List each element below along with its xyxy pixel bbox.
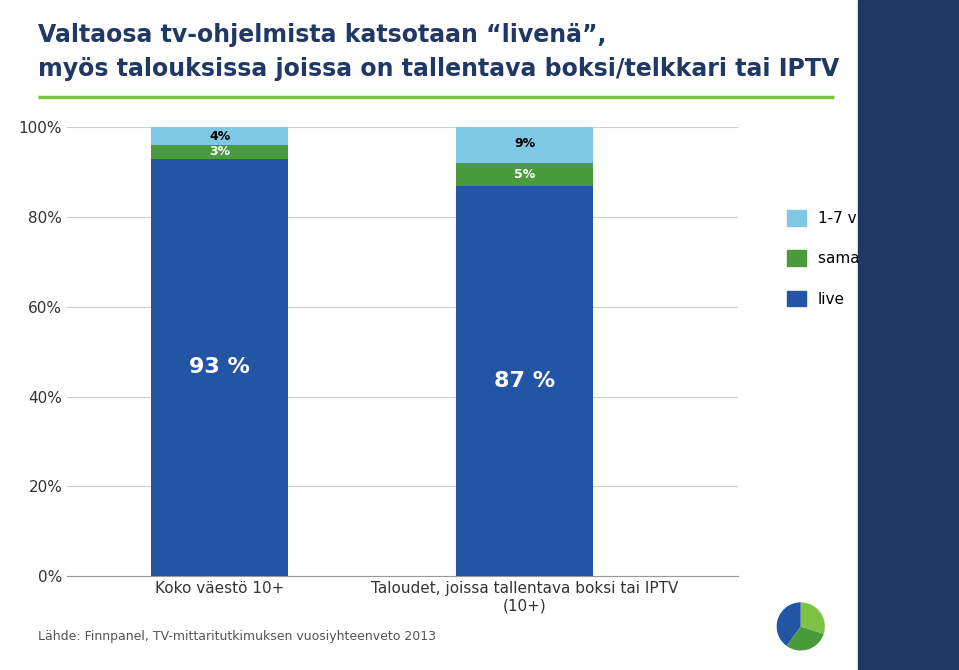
Bar [456, 123, 594, 163]
Text: Lähde: Finnpanel, TV-mittaritutkimuksen vuosiyhteenveto 2013: Lähde: Finnpanel, TV-mittaritutkimuksen … [38, 630, 436, 643]
Wedge shape [777, 602, 801, 646]
Text: 87 %: 87 % [494, 371, 555, 391]
Text: 9%: 9% [514, 137, 535, 149]
Text: 4%: 4% [209, 130, 230, 143]
Text: myös talouksissa joissa on tallentava boksi/telkkari tai IPTV: myös talouksissa joissa on tallentava bo… [38, 57, 840, 81]
Bar [456, 186, 594, 576]
Wedge shape [786, 626, 824, 651]
Bar [456, 163, 594, 186]
Text: Valtaosa tv-ohjelmista katsotaan “livenä”,: Valtaosa tv-ohjelmista katsotaan “livenä… [38, 23, 607, 48]
Bar [152, 127, 289, 145]
Text: 3%: 3% [209, 145, 230, 159]
Bar [152, 159, 289, 576]
Wedge shape [801, 602, 825, 634]
Bar [152, 145, 289, 159]
Text: 5%: 5% [514, 168, 535, 181]
Legend: 1-7 vrk myöhemmin, saman vrk:n aikana, live: 1-7 vrk myöhemmin, saman vrk:n aikana, l… [780, 202, 959, 314]
Text: 93 %: 93 % [189, 358, 250, 377]
